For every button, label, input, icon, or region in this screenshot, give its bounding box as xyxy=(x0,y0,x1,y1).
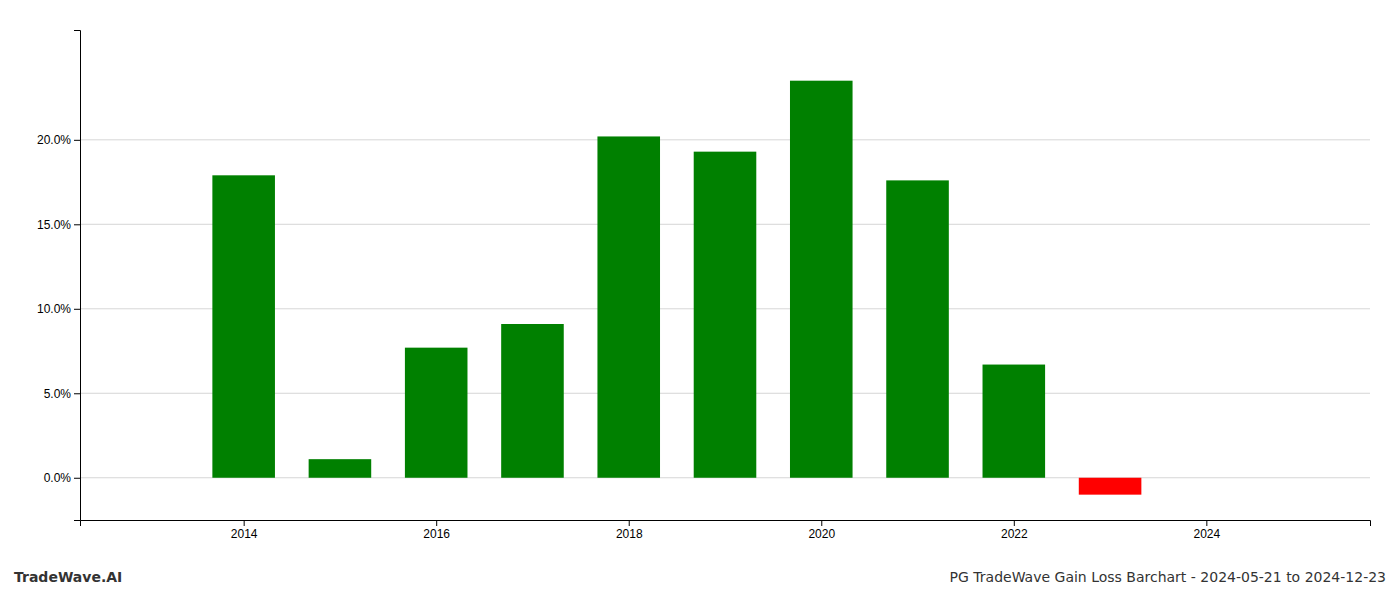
y-tick-label: 20.0% xyxy=(37,133,71,147)
y-tick-mark xyxy=(74,140,80,141)
y-tick: 0.0% xyxy=(44,471,80,485)
x-tick-mark xyxy=(629,520,630,526)
x-tick-mark xyxy=(244,520,245,526)
bar xyxy=(501,324,564,478)
x-tick-mark xyxy=(821,520,822,526)
y-tick-mark xyxy=(74,309,80,310)
y-tick: 15.0% xyxy=(37,218,80,232)
y-tick: 20.0% xyxy=(37,133,80,147)
x-tick-mark xyxy=(1014,520,1015,526)
x-tick-mark xyxy=(436,520,437,526)
x-tick-label: 2022 xyxy=(1001,527,1028,541)
chart: 0.0%5.0%10.0%15.0%20.0%20142016201820202… xyxy=(0,0,1400,600)
plot: 0.0%5.0%10.0%15.0%20.0%20142016201820202… xyxy=(37,31,1371,541)
x-axis: 2014 2016 2018 2020 2022 2024 xyxy=(81,520,1371,541)
footer-text: PG TradeWave Gain Loss Barchart - 2024-0… xyxy=(950,569,1386,585)
x-tick-label: 2020 xyxy=(808,527,835,541)
bar xyxy=(790,81,853,478)
y-axis-line xyxy=(74,31,81,521)
x-tick-label: 2016 xyxy=(423,527,450,541)
y-tick-label: 15.0% xyxy=(37,218,71,232)
x-tick-label: 2014 xyxy=(231,527,258,541)
grid-line xyxy=(80,139,1370,140)
x-tick-mark xyxy=(1206,520,1207,526)
y-tick-label: 0.0% xyxy=(44,471,72,485)
y-tick: 10.0% xyxy=(37,302,80,316)
bar xyxy=(212,175,275,477)
grid xyxy=(80,140,1370,478)
bar xyxy=(597,136,660,477)
x-tick: 2024 xyxy=(1193,520,1220,541)
bar xyxy=(983,365,1046,478)
bar xyxy=(309,459,372,478)
y-tick-label: 5.0% xyxy=(44,387,72,401)
y-tick: 5.0% xyxy=(44,387,80,401)
x-tick: 2018 xyxy=(616,520,643,541)
y-tick-mark xyxy=(74,478,80,479)
x-tick: 2014 xyxy=(231,520,258,541)
x-axis-line xyxy=(81,521,1371,527)
y-axis: 0.0% 5.0% 10.0% 15.0% 20.0% xyxy=(37,31,81,521)
bar xyxy=(886,180,949,477)
x-tick: 2022 xyxy=(1001,520,1028,541)
y-tick-mark xyxy=(74,393,80,394)
bar xyxy=(1079,478,1142,495)
x-tick: 2016 xyxy=(423,520,450,541)
y-tick-label: 10.0% xyxy=(37,302,71,316)
bar xyxy=(694,152,757,478)
bar xyxy=(405,348,468,478)
footer-text: TradeWave.AI xyxy=(14,569,122,585)
x-tick-label: 2018 xyxy=(616,527,643,541)
y-tick-mark xyxy=(74,224,80,225)
x-tick-label: 2024 xyxy=(1193,527,1220,541)
x-tick: 2020 xyxy=(808,520,835,541)
bars xyxy=(212,81,1141,495)
